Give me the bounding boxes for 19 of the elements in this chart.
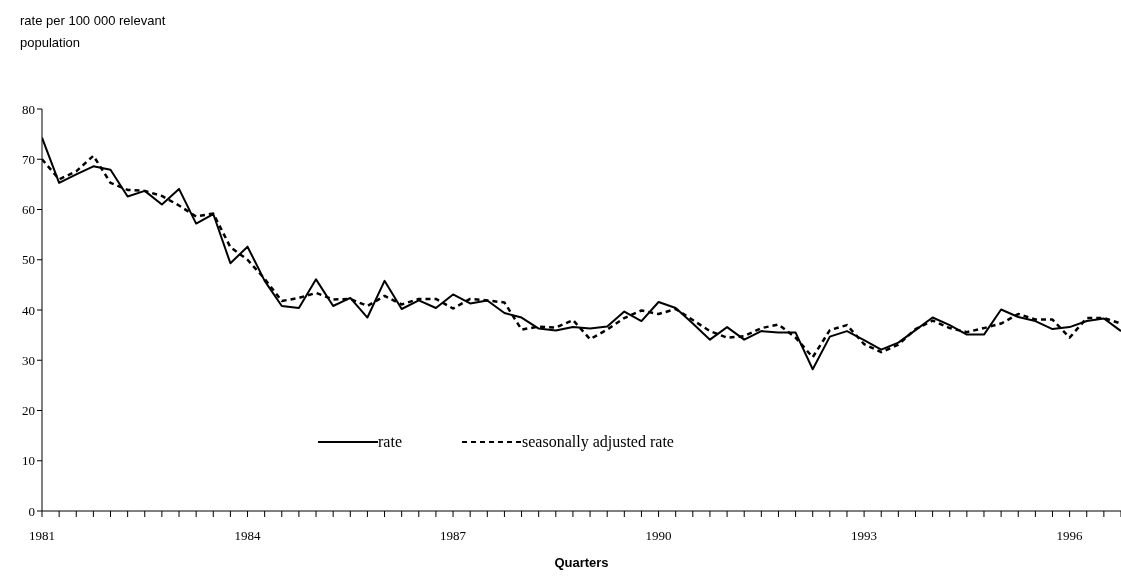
x-tick-label: 1984 [234, 528, 262, 544]
x-tick-label: 1981 [29, 528, 55, 544]
y-tick-label: 20 [22, 403, 35, 419]
legend-label: rate [378, 433, 402, 451]
y-tick-label: 80 [22, 101, 35, 117]
y-tick-label: 70 [22, 151, 35, 167]
x-tick-label: 1993 [851, 528, 878, 544]
y-axis-title: rate per 100 000 relevant population [20, 12, 167, 52]
x-axis-title: Quarters [554, 555, 609, 570]
y-tick-label: 30 [22, 352, 35, 368]
y-tick-label: 60 [22, 202, 35, 218]
x-tick-label: 1990 [645, 528, 672, 544]
x-tick-label: 1996 [1056, 528, 1084, 544]
legend-label: seasonally adjusted rate [521, 433, 674, 451]
y-tick-label: 10 [22, 453, 35, 469]
y-tick-label: 0 [28, 503, 35, 519]
x-tick-label: 1987 [440, 528, 467, 544]
y-tick-label: 50 [22, 252, 35, 268]
y-tick-label: 40 [22, 302, 35, 318]
